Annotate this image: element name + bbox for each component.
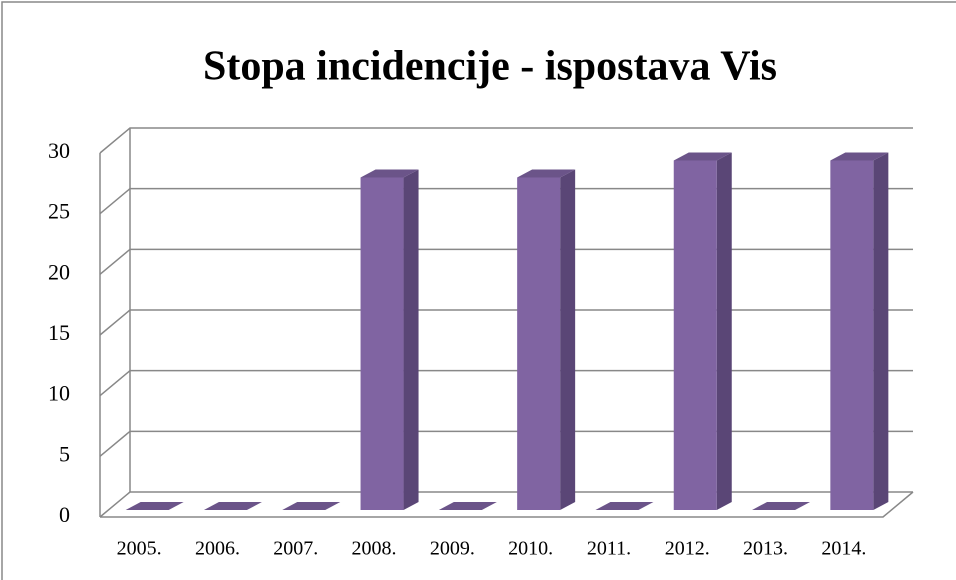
x-tick-label: 2009. (430, 538, 475, 560)
x-tick-label: 2006. (195, 538, 240, 560)
bar-top (203, 502, 262, 510)
grid-line (99, 248, 913, 275)
x-tick-label: 2008. (352, 538, 397, 560)
bar-top (830, 152, 889, 161)
chart-title: Stopa incidencije - ispostava Vis (203, 44, 777, 90)
floor (100, 491, 914, 518)
y-tick-label: 10 (48, 381, 70, 406)
bar (360, 169, 419, 510)
y-tick-label: 0 (59, 502, 70, 527)
bar (438, 502, 497, 510)
bar (830, 152, 889, 510)
x-tick-label: 2013. (743, 538, 788, 560)
x-tick-label: 2012. (665, 538, 710, 560)
bar (282, 502, 341, 510)
bar-side (873, 152, 889, 510)
bar-top (673, 152, 732, 161)
grid-line (99, 430, 913, 457)
bar (752, 502, 811, 510)
grid-line (99, 127, 913, 154)
bar (203, 502, 262, 510)
bar-top (595, 502, 654, 510)
x-tick-label: 2014. (821, 538, 866, 560)
bar-top (517, 169, 576, 178)
y-tick-label: 30 (48, 138, 70, 163)
y-tick-label: 25 (48, 199, 70, 224)
x-tick-label: 2005. (117, 538, 162, 560)
grid-line (99, 187, 913, 215)
bar-top (752, 502, 811, 510)
bar-top (125, 502, 184, 510)
bar (517, 169, 576, 510)
bar-front (517, 177, 561, 510)
x-tick-label: 2007. (273, 538, 318, 560)
bar-front (360, 177, 404, 510)
bar-side (716, 152, 732, 510)
bar (673, 152, 732, 510)
bar-top (282, 502, 341, 510)
bar-front (673, 160, 717, 510)
bar-side (560, 169, 576, 510)
bar-side (403, 169, 419, 510)
bar-front (830, 160, 874, 510)
grid-line (99, 369, 913, 397)
x-tick-label: 2010. (508, 538, 553, 560)
grid-line (99, 491, 913, 518)
grid-line (99, 309, 913, 336)
bar-top (360, 169, 419, 178)
y-tick-label: 5 (59, 441, 70, 466)
bar-top (438, 502, 497, 510)
y-tick-label: 20 (48, 259, 70, 284)
y-tick-label: 15 (48, 320, 70, 345)
x-tick-label: 2011. (587, 538, 631, 560)
bar (125, 502, 184, 510)
bar (595, 502, 654, 510)
